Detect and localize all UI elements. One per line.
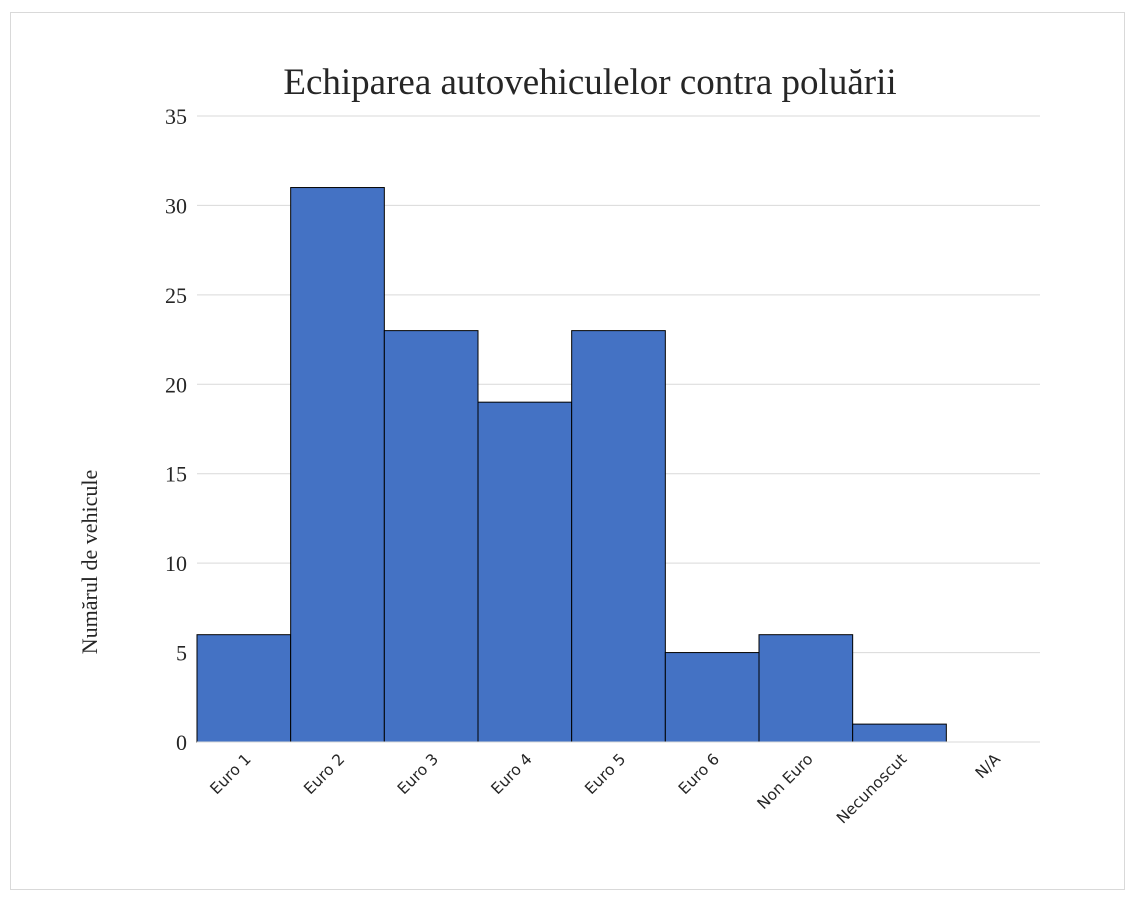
x-tick-label: Necunoscut xyxy=(833,750,910,827)
x-tick-label: Euro 1 xyxy=(207,750,255,798)
bar-euro-5 xyxy=(571,330,666,743)
bar-non-euro xyxy=(758,634,854,743)
chart-title: Echiparea autovehiculelor contra poluări… xyxy=(283,62,896,103)
x-tick-label: N/A xyxy=(972,750,1004,782)
x-tick-label: Non Euro xyxy=(754,750,817,813)
y-tick-label: 20 xyxy=(165,372,187,397)
x-tick-label: Euro 5 xyxy=(581,750,629,798)
bar-euro-2 xyxy=(290,187,385,743)
y-tick-label: 10 xyxy=(165,551,187,576)
x-tick-label: Euro 2 xyxy=(300,750,348,798)
y-tick-label: 0 xyxy=(176,730,187,755)
bar-necunoscut xyxy=(852,723,947,743)
x-tick-label: Euro 4 xyxy=(488,750,536,798)
x-tick-label: Euro 3 xyxy=(394,750,442,798)
bar-euro-6 xyxy=(664,652,760,743)
y-tick-label: 25 xyxy=(165,283,187,308)
x-axis-ticks: Euro 1 Euro 2 Euro 3 Euro 4 Euro 5 Euro 6 Non … xyxy=(207,750,1005,828)
bar-euro-3 xyxy=(383,330,479,743)
y-tick-label: 5 xyxy=(176,641,187,666)
y-tick-label: 30 xyxy=(165,193,187,218)
y-axis-label: Numărul de vehicule xyxy=(77,470,102,655)
y-tick-label: 35 xyxy=(165,104,187,129)
bar-euro-4 xyxy=(477,401,573,743)
y-axis-ticks: 0 5 10 15 20 25 30 35 xyxy=(165,104,187,755)
bar-euro-1 xyxy=(196,634,292,743)
x-tick-label: Euro 6 xyxy=(675,750,723,798)
bars xyxy=(196,187,947,743)
y-tick-label: 15 xyxy=(165,462,187,487)
